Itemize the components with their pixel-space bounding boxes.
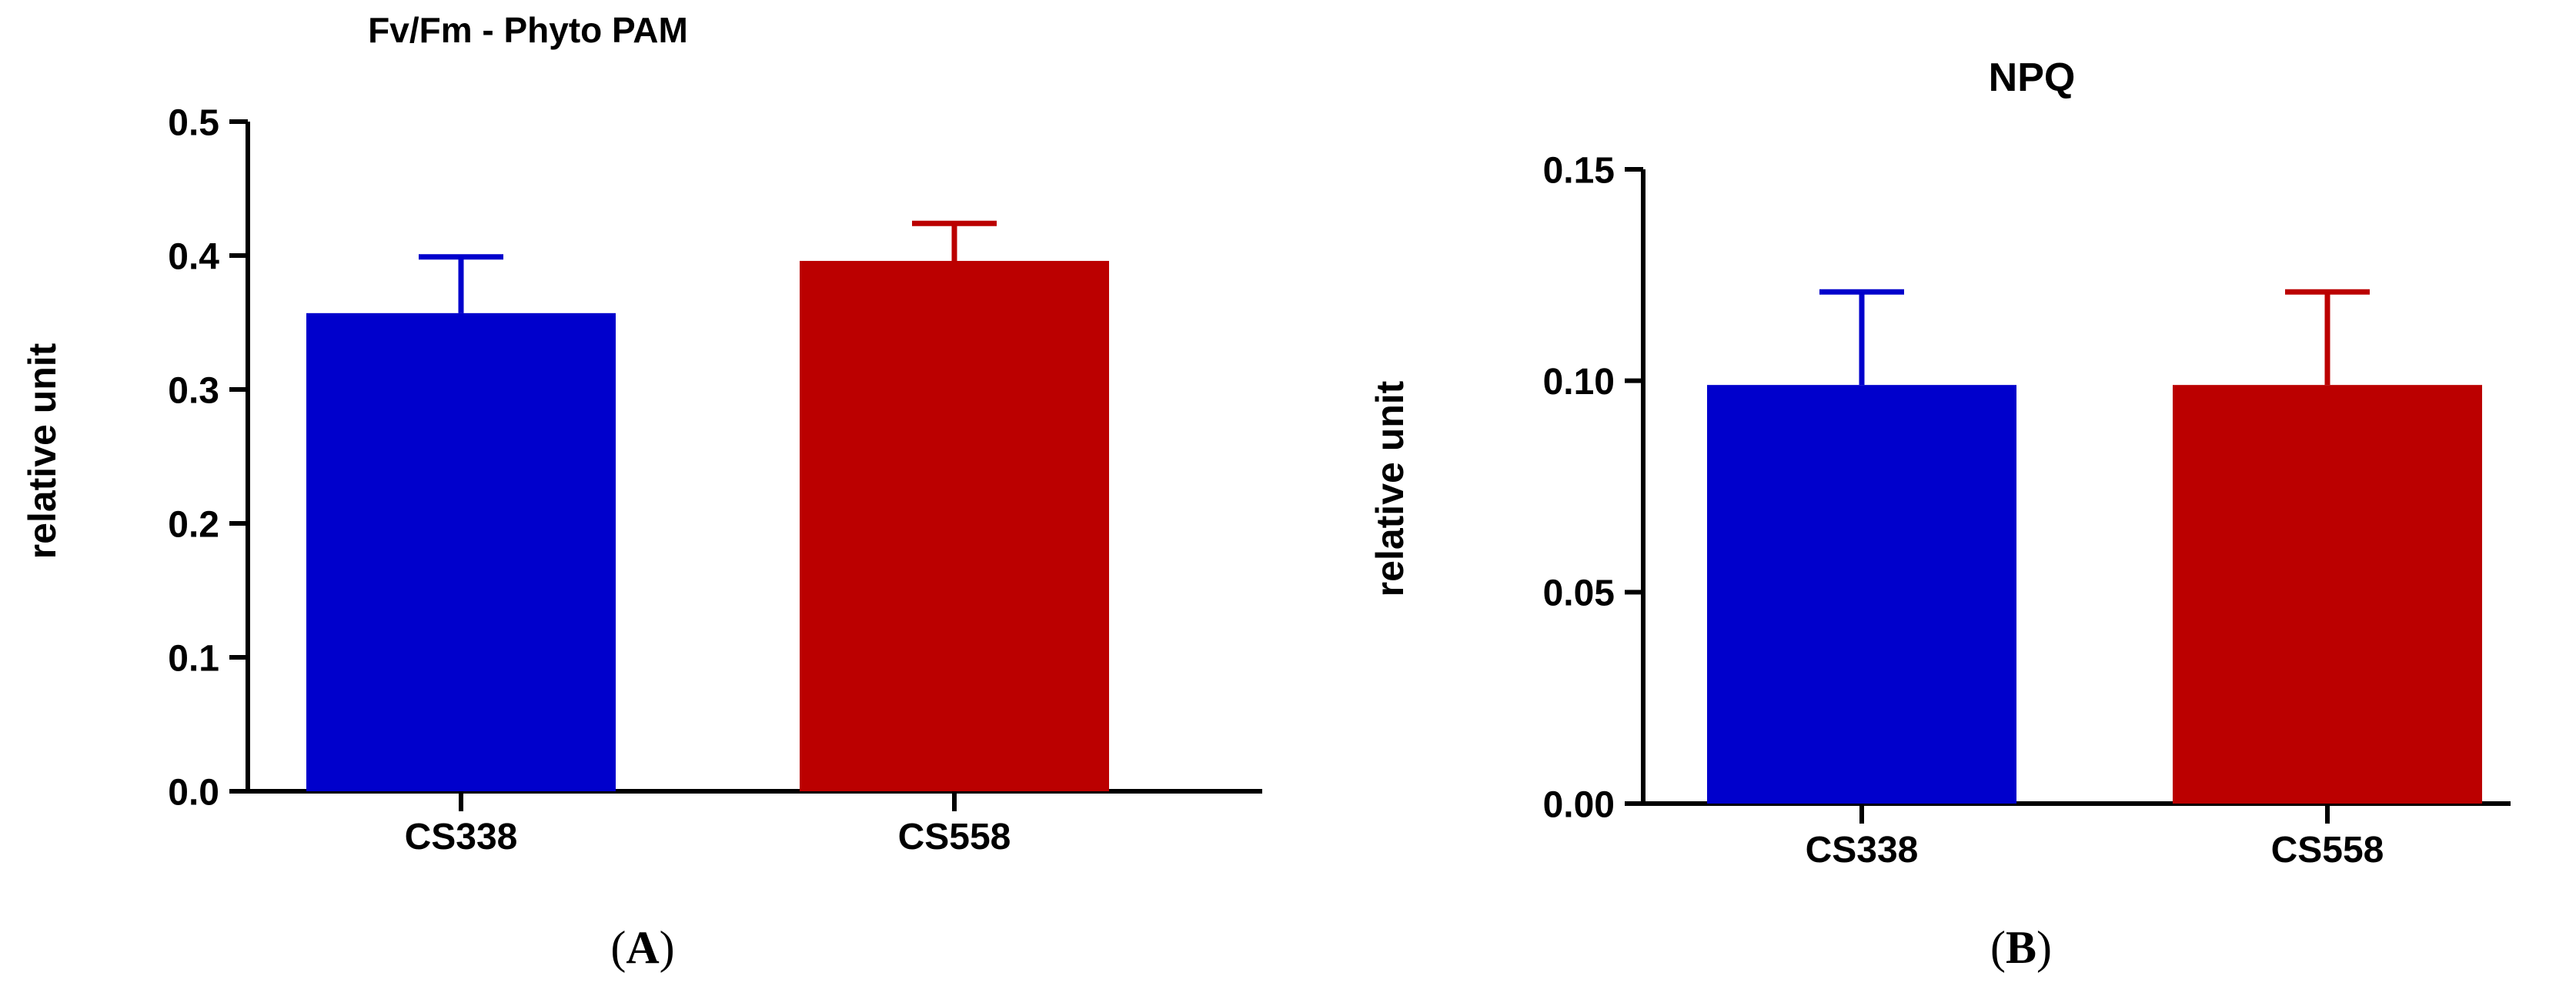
y-tick-label: 0.0 xyxy=(168,772,219,813)
error-bars xyxy=(419,220,997,313)
x-ticks: CS338 CS558 xyxy=(1806,804,2384,871)
x-tick-label-cs338: CS338 xyxy=(1806,830,1919,871)
error-bar-cs338 xyxy=(419,254,503,313)
y-tick-label: 0.2 xyxy=(168,504,219,545)
chart-title: Fv/Fm - Phyto PAM xyxy=(368,10,688,50)
y-tick-label: 0.05 xyxy=(1543,573,1615,614)
error-bar-cs338 xyxy=(1819,289,1904,386)
error-bars xyxy=(1819,289,2370,386)
y-axis-label: relative unit xyxy=(21,343,64,559)
panel-label-b: (B) xyxy=(1990,922,2052,973)
bar-cs558 xyxy=(2173,385,2482,804)
bars xyxy=(1707,385,2482,804)
y-axis-label: relative unit xyxy=(1368,380,1412,597)
bar-cs558 xyxy=(800,260,1109,792)
y-tick-label: 0.1 xyxy=(168,638,219,679)
y-ticks: 0.00 0.05 0.10 0.15 xyxy=(1543,150,1643,825)
x-tick-label-cs558: CS558 xyxy=(2271,830,2384,871)
x-tick-label-cs338: CS338 xyxy=(405,817,518,857)
y-tick-label: 0.4 xyxy=(168,236,219,277)
chart-panel-b: NPQ relative unit 0.00 0.05 0.10 0.15 CS338… xyxy=(1368,55,2511,973)
error-bar-cs558 xyxy=(2285,289,2370,386)
x-ticks: CS338 CS558 xyxy=(405,791,1011,857)
y-tick-label: 0.15 xyxy=(1543,150,1615,191)
bar-cs338 xyxy=(306,313,616,791)
error-bar-cs558 xyxy=(912,220,997,261)
bars xyxy=(306,260,1109,792)
chart-panel-a: Fv/Fm - Phyto PAM relative unit 0.00.10.… xyxy=(21,10,1262,973)
chart-title: NPQ xyxy=(1989,55,2076,100)
bar-cs338 xyxy=(1707,385,2016,804)
panel-label-a: (A) xyxy=(610,922,674,973)
x-tick-label-cs558: CS558 xyxy=(898,817,1011,857)
y-tick-label: 0.3 xyxy=(168,370,219,411)
y-tick-label: 0.10 xyxy=(1543,362,1615,403)
y-tick-label: 0.5 xyxy=(168,102,219,143)
y-tick-label: 0.00 xyxy=(1543,784,1615,825)
y-ticks: 0.0 0.1 0.2 0.3 0.4 0.5 xyxy=(168,102,248,813)
